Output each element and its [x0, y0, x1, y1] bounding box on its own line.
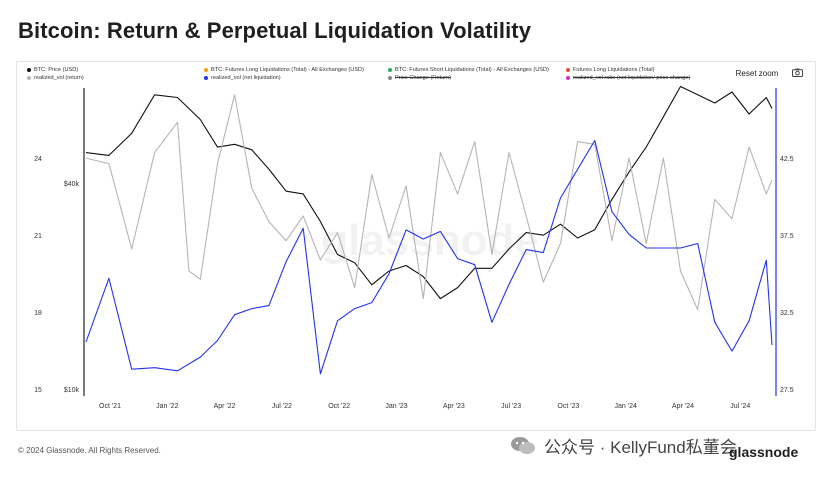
x-tick-label: Jan '24: [615, 403, 637, 410]
brand-logo: glassnode: [729, 444, 799, 460]
legend-dot-icon: [204, 76, 208, 80]
legend-label: realized_vol (net liquidation): [211, 75, 281, 81]
legend-item-long-liq-total[interactable]: Futures Long Liquidations (Total): [566, 67, 654, 73]
x-tick-label: Jan '23: [385, 403, 407, 410]
x-tick-label: Jan '22: [156, 403, 178, 410]
series-layer: [85, 85, 773, 375]
legend-item-short-liq[interactable]: BTC: Futures Short Liquidations (Total) …: [388, 67, 549, 73]
legend-dot-icon: [566, 76, 570, 80]
y-right-tick-label: 42.5: [780, 156, 794, 163]
series-line-0[interactable]: [85, 85, 773, 300]
legend-dot-icon: [388, 76, 392, 80]
series-line-1[interactable]: [85, 94, 773, 311]
wechat-watermark: 公众号 · KellyFund私董会: [510, 433, 737, 458]
legend-dot-icon: [27, 76, 31, 80]
x-tick-label: Oct '23: [557, 403, 579, 410]
y-left-tick-label: 15: [34, 387, 42, 394]
wechat-text: 公众号 · KellyFund私董会: [544, 438, 737, 457]
legend-dot-icon: [27, 68, 31, 72]
legend-label: BTC: Futures Short Liquidations (Total) …: [395, 67, 549, 73]
x-tick-label: Apr '22: [214, 403, 236, 410]
copyright-text: © 2024 Glassnode. All Rights Reserved.: [18, 446, 161, 455]
legend-item-btc-price[interactable]: BTC: Price (USD): [27, 67, 78, 73]
legend-label: Futures Long Liquidations (Total): [573, 67, 655, 73]
chart-title: Bitcoin: Return & Perpetual Liquidation …: [18, 18, 532, 43]
x-tick-label: Oct '22: [328, 403, 350, 410]
legend-item-long-liq[interactable]: BTC: Futures Long Liquidations (Total) -…: [204, 67, 364, 73]
legend-item-vol-ratio[interactable]: realized_vol ratio (net liquidation/ pri…: [566, 75, 690, 81]
legend-dot-icon: [388, 68, 392, 72]
series-line-2[interactable]: [85, 139, 773, 375]
x-tick-label: Jul '24: [730, 403, 750, 410]
x-tick-label: Jul '23: [501, 403, 521, 410]
tick-layer: Oct '21 Jan '22 Apr '22 Jul '22 Oct '22 Jan '…: [34, 156, 794, 410]
y-right-tick-label: 27.5: [780, 387, 794, 394]
chart-frame: [16, 61, 816, 431]
legend-label: BTC: Price (USD): [34, 67, 79, 73]
x-tick-label: Oct '21: [99, 403, 121, 410]
y-left-tick-label: 21: [34, 233, 42, 240]
legend-label: Price Change (Return): [395, 75, 451, 81]
y-right-tick-label: 32.5: [780, 310, 794, 317]
x-tick-label: Jul '22: [272, 403, 292, 410]
y-inner-tick-label: $10k: [64, 387, 80, 394]
legend-label: BTC: Futures Long Liquidations (Total) -…: [211, 67, 364, 73]
x-tick-label: Apr '24: [672, 403, 694, 410]
y-left-tick-label: 24: [34, 156, 42, 163]
legend-label: realized_vol (return): [34, 75, 84, 81]
legend-item-realized-vol-net-liq[interactable]: realized_vol (net liquidation): [204, 75, 281, 81]
y-left-tick-label: 18: [34, 310, 42, 317]
legend-item-realized-vol-return[interactable]: realized_vol (return): [27, 75, 84, 81]
legend-dot-icon: [204, 68, 208, 72]
legend-item-price-change[interactable]: Price Change (Return): [388, 75, 451, 81]
legend-label: realized_vol ratio (net liquidation/ pri…: [573, 75, 691, 81]
wechat-icon: [511, 436, 535, 454]
reset-zoom-button[interactable]: Reset zoom: [735, 69, 779, 78]
camera-icon[interactable]: [792, 68, 803, 77]
x-tick-label: Apr '23: [443, 403, 465, 410]
legend-dot-icon: [566, 68, 570, 72]
y-right-tick-label: 37.5: [780, 233, 794, 240]
y-inner-tick-label: $40k: [64, 181, 80, 188]
